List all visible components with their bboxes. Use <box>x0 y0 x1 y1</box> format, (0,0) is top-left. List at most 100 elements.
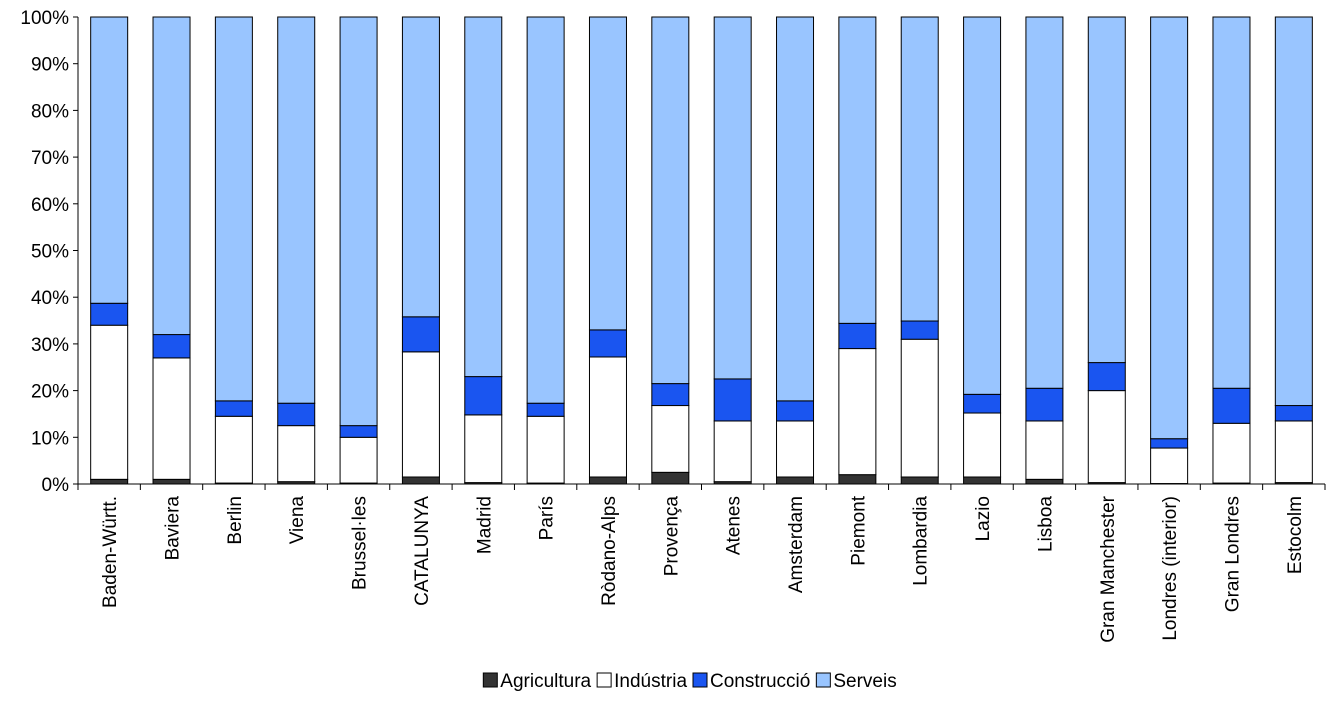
legend-label: Agricultura <box>500 671 591 692</box>
x-category-label: Lombardia <box>911 496 932 586</box>
bar-segment-agricultura <box>1026 479 1063 484</box>
bar-segment-construcci- <box>652 384 689 406</box>
x-category-label: Baden-Württ. <box>100 496 121 608</box>
bar-segment-construcci- <box>589 330 626 357</box>
bar-segment-ind-stria <box>714 421 751 482</box>
legend-item: Construcció <box>693 671 810 692</box>
bar-segment-serveis <box>91 17 128 303</box>
bar-segment-construcci- <box>1275 406 1312 421</box>
x-category-label: Brussel·les <box>350 496 371 590</box>
legend-label: Construcció <box>710 671 810 692</box>
legend-item: Indústria <box>597 671 687 692</box>
legend-label: Serveis <box>833 671 896 692</box>
bar-segment-agricultura <box>901 477 938 484</box>
x-category-label: Amsterdam <box>786 496 807 593</box>
legend-label: Indústria <box>614 671 687 692</box>
bar-segment-serveis <box>901 17 938 321</box>
bar-segment-ind-stria <box>402 352 439 477</box>
bar-segment-ind-stria <box>1088 391 1125 483</box>
legend-swatch <box>816 673 830 687</box>
bar-segment-agricultura <box>777 477 814 484</box>
x-category-label: Viena <box>287 496 308 545</box>
legend: Agricultura Indústria Construcció Serveis <box>483 671 896 692</box>
bar-segment-serveis <box>1026 17 1063 388</box>
x-category-label: Gran Manchester <box>1098 495 1119 642</box>
x-category-label: Provença <box>661 496 682 577</box>
bar-segment-ind-stria <box>1026 421 1063 479</box>
bar-segment-serveis <box>1275 17 1312 406</box>
x-category-label: Lisboa <box>1035 496 1056 552</box>
bar-segment-serveis <box>839 17 876 323</box>
bar-segment-construcci- <box>1088 363 1125 391</box>
bar-segment-ind-stria <box>652 406 689 473</box>
y-tick-label: 30% <box>31 335 69 356</box>
x-category-label: París <box>537 496 558 540</box>
bar-segment-ind-stria <box>465 415 502 483</box>
bar-segment-agricultura <box>91 479 128 484</box>
bar-segment-construcci- <box>153 335 190 358</box>
bar-segment-agricultura <box>402 477 439 484</box>
bar-segment-agricultura <box>839 475 876 484</box>
bar-segment-ind-stria <box>839 349 876 475</box>
bar-segment-serveis <box>964 17 1001 394</box>
bar-segment-construcci- <box>1151 439 1188 448</box>
legend-item: Serveis <box>816 671 896 692</box>
bar-segment-serveis <box>1151 17 1188 439</box>
y-tick-label: 10% <box>31 428 69 449</box>
bar-segment-serveis <box>777 17 814 401</box>
bar-segment-serveis <box>714 17 751 379</box>
bar-segment-construcci- <box>1026 388 1063 421</box>
y-tick-label: 50% <box>31 242 69 263</box>
bar-segment-construcci- <box>91 303 128 325</box>
bar-segment-construcci- <box>465 377 502 415</box>
bar-segment-agricultura <box>589 477 626 484</box>
bar-segment-ind-stria <box>1151 448 1188 483</box>
legend-swatch <box>597 673 611 687</box>
x-category-label: Gran Londres <box>1222 496 1243 612</box>
bar-segment-construcci- <box>901 321 938 339</box>
bar-segment-serveis <box>465 17 502 377</box>
bar-segment-construcci- <box>527 403 564 416</box>
x-category-label: Berlin <box>225 496 246 545</box>
x-category-label: Madrid <box>474 496 495 554</box>
x-category-label: Estocolm <box>1285 496 1306 574</box>
bar-segment-construcci- <box>1213 388 1250 423</box>
bar-segment-ind-stria <box>278 426 315 482</box>
bar-segment-construcci- <box>278 403 315 425</box>
bar-segment-ind-stria <box>91 325 128 479</box>
bar-segment-serveis <box>1088 17 1125 363</box>
x-category-label: Atenes <box>724 496 745 555</box>
bar-segment-ind-stria <box>964 413 1001 477</box>
y-tick-label: 70% <box>31 148 69 169</box>
y-tick-label: 40% <box>31 288 69 309</box>
x-category-label: Piemont <box>848 495 869 565</box>
bar-segment-serveis <box>278 17 315 403</box>
x-category-label: Ròdano-Alps <box>599 496 620 606</box>
bar-segment-construcci- <box>215 401 252 416</box>
y-tick-label: 100% <box>20 8 69 29</box>
bar-segment-construcci- <box>777 401 814 421</box>
bar-segment-ind-stria <box>1213 423 1250 483</box>
bar-segment-serveis <box>652 17 689 384</box>
legend-swatch <box>483 673 497 687</box>
bar-segment-ind-stria <box>527 416 564 483</box>
x-category-label: Londres (interior) <box>1160 496 1181 641</box>
bar-segment-serveis <box>340 17 377 426</box>
bar-segment-construcci- <box>714 379 751 421</box>
bar-segment-agricultura <box>652 472 689 484</box>
bar-segment-ind-stria <box>153 358 190 479</box>
bar-segment-ind-stria <box>340 437 377 483</box>
legend-swatch <box>693 673 707 687</box>
bar-segment-construcci- <box>964 394 1001 413</box>
y-tick-label: 60% <box>31 195 69 216</box>
bar-segment-serveis <box>215 17 252 401</box>
bar-segment-serveis <box>527 17 564 403</box>
bar-segment-construcci- <box>402 317 439 352</box>
x-category-label: CATALUNYA <box>412 496 433 606</box>
bars <box>91 17 1313 484</box>
x-category-label: Lazio <box>973 496 994 541</box>
bar-segment-construcci- <box>340 426 377 438</box>
bar-segment-ind-stria <box>1275 421 1312 483</box>
